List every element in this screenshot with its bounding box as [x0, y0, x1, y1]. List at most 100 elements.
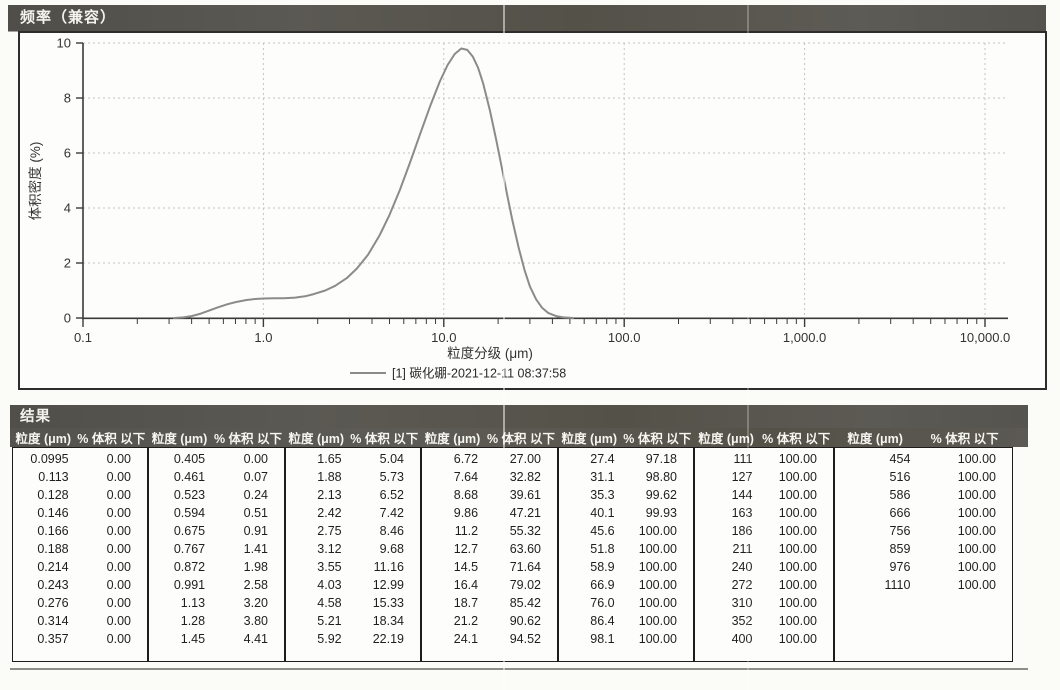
cell-particle-size: 45.6 — [590, 524, 615, 538]
chart-panel-header: 频率（兼容） — [8, 5, 1046, 31]
x-tick-label: 1,000.0 — [783, 330, 826, 345]
table-row: 40.1 99.93 — [559, 504, 693, 522]
table-row: 86.4 100.00 — [559, 612, 693, 630]
cell-particle-size: 4.03 — [317, 578, 342, 592]
cell-particle-size: 0.314 — [37, 614, 69, 628]
cell-particle-size: 0.523 — [173, 488, 206, 502]
cell-volume-under: 0.91 — [243, 524, 268, 538]
table-row: 58.9 100.00 — [559, 558, 693, 576]
table-row: 211 100.00 — [695, 540, 833, 558]
cell-volume-under: 55.32 — [509, 524, 541, 538]
cell-particle-size: 186 — [731, 524, 753, 538]
table-row: 51.8 100.00 — [559, 540, 693, 558]
results-title-bar: 结果 — [10, 405, 1028, 428]
cell-volume-under: 100.00 — [778, 578, 817, 592]
cell-volume-under: 100.00 — [638, 596, 677, 610]
cell-volume-under: 100.00 — [638, 614, 677, 628]
cell-particle-size: 586 — [889, 488, 911, 502]
table-row: 400 100.00 — [695, 630, 833, 648]
cell-volume-under: 22.19 — [372, 632, 404, 646]
col-header-pct: % 体积 以下 — [930, 432, 999, 446]
results-panel-bottom-edge — [10, 668, 1028, 670]
y-axis-title: 体积密度 (%) — [27, 142, 43, 221]
cell-particle-size: 0.872 — [173, 560, 206, 574]
frequency-chart-panel: 0.1 1.0 10.0 100.0 1,000.0 10,000.0 0 2 4 6 8 10 体积密… — [18, 31, 1047, 390]
cell-particle-size: 24.1 — [453, 632, 479, 646]
table-column-group: 1.65 5.04 1.88 5.73 2.13 6.52 2.42 7.42 2.75 8.46… — [285, 447, 421, 662]
table-row: 4.58 15.33 — [286, 594, 420, 612]
cell-volume-under: 0.00 — [106, 560, 131, 574]
cell-volume-under: 11.16 — [373, 560, 404, 574]
table-row: 0.146 0.00 — [13, 504, 147, 522]
table-row: 8.68 39.61 — [422, 486, 557, 504]
table-row: 3.12 9.68 — [286, 540, 420, 558]
cell-particle-size: 1.13 — [180, 596, 206, 610]
cell-volume-under: 99.62 — [645, 488, 677, 502]
table-row: 144 100.00 — [695, 486, 833, 504]
table-row: 0.357 0.00 — [13, 630, 147, 648]
table-row: 98.1 100.00 — [559, 630, 693, 648]
x-tick-label: 100.0 — [608, 330, 641, 345]
table-row: 21.2 90.62 — [422, 612, 557, 630]
cell-particle-size: 16.4 — [453, 578, 479, 592]
table-row: 0.405 0.00 — [149, 450, 284, 468]
cell-volume-under: 27.00 — [509, 452, 541, 466]
cell-particle-size: 272 — [731, 578, 753, 592]
cell-particle-size: 352 — [731, 614, 753, 628]
cell-volume-under: 5.73 — [379, 470, 404, 484]
cell-particle-size: 27.4 — [590, 452, 615, 466]
table-row: 27.4 97.18 — [559, 450, 693, 468]
cell-volume-under: 100.00 — [957, 488, 996, 502]
table-row: 454 100.00 — [835, 450, 1012, 468]
cell-volume-under: 100.00 — [778, 506, 817, 520]
table-row: 14.5 71.64 — [422, 558, 557, 576]
x-tick-label: 10.0 — [431, 330, 456, 345]
table-row: 4.03 12.99 — [286, 576, 420, 594]
table-row: 586 100.00 — [835, 486, 1012, 504]
y-tick-label: 6 — [64, 146, 71, 161]
col-header-pct: % 体积 以下 — [623, 432, 692, 446]
cell-particle-size: 8.68 — [453, 488, 479, 502]
cell-volume-under: 3.20 — [243, 596, 268, 610]
column-group-header: 粒度 (μm) % 体积 以下 — [148, 428, 285, 447]
table-row: 111 100.00 — [695, 450, 833, 468]
table-row: 1.45 4.41 — [149, 630, 284, 648]
cell-particle-size: 4.58 — [317, 596, 342, 610]
cell-volume-under: 100.00 — [778, 488, 817, 502]
table-row: 0.214 0.00 — [13, 558, 147, 576]
table-row: 0.991 2.58 — [149, 576, 284, 594]
cell-volume-under: 6.52 — [379, 488, 404, 502]
cell-volume-under: 100.00 — [638, 524, 677, 538]
table-row: 16.4 79.02 — [422, 576, 557, 594]
cell-particle-size: 0.214 — [37, 560, 69, 574]
cell-volume-under: 94.52 — [509, 632, 541, 646]
cell-particle-size: 40.1 — [590, 506, 615, 520]
table-row: 1.88 5.73 — [286, 468, 420, 486]
table-column-group: 0.0995 0.00 0.113 0.00 0.128 0.00 0.146 0.00 0.1… — [12, 447, 148, 662]
cell-volume-under: 100.00 — [778, 524, 817, 538]
cell-particle-size: 6.72 — [453, 452, 479, 466]
cell-volume-under: 100.00 — [638, 578, 677, 592]
frequency-chart-svg: 0.1 1.0 10.0 100.0 1,000.0 10,000.0 0 2 4 6 8 10 体积密… — [27, 36, 1010, 381]
table-row: 352 100.00 — [695, 612, 833, 630]
table-row: 0.461 0.07 — [149, 468, 284, 486]
results-title: 结果 — [20, 409, 51, 425]
cell-particle-size: 66.9 — [590, 578, 615, 592]
cell-volume-under: 100.00 — [778, 632, 817, 646]
cell-volume-under: 7.42 — [379, 506, 404, 520]
cell-volume-under: 100.00 — [778, 542, 817, 556]
cell-particle-size: 0.405 — [173, 452, 206, 466]
col-header-size: 粒度 (μm) — [15, 432, 72, 446]
table-row: 186 100.00 — [695, 522, 833, 540]
table-row: 756 100.00 — [835, 522, 1012, 540]
col-header-pct: % 体积 以下 — [762, 432, 831, 446]
cell-particle-size: 0.0995 — [30, 452, 69, 466]
cell-volume-under: 85.42 — [509, 596, 541, 610]
results-panel: 结果 粒度 (μm)% 体积 以下 粒度 (μm)% 体积 以下 粒度 (μm)% … — [10, 405, 1028, 670]
table-row: 24.1 94.52 — [422, 630, 557, 648]
cell-volume-under: 100.00 — [957, 506, 996, 520]
table-row: 272 100.00 — [695, 576, 833, 594]
cell-particle-size: 0.767 — [173, 542, 206, 556]
column-group-header: 粒度 (μm) % 体积 以下 — [834, 428, 1013, 447]
cell-particle-size: 31.1 — [590, 470, 615, 484]
